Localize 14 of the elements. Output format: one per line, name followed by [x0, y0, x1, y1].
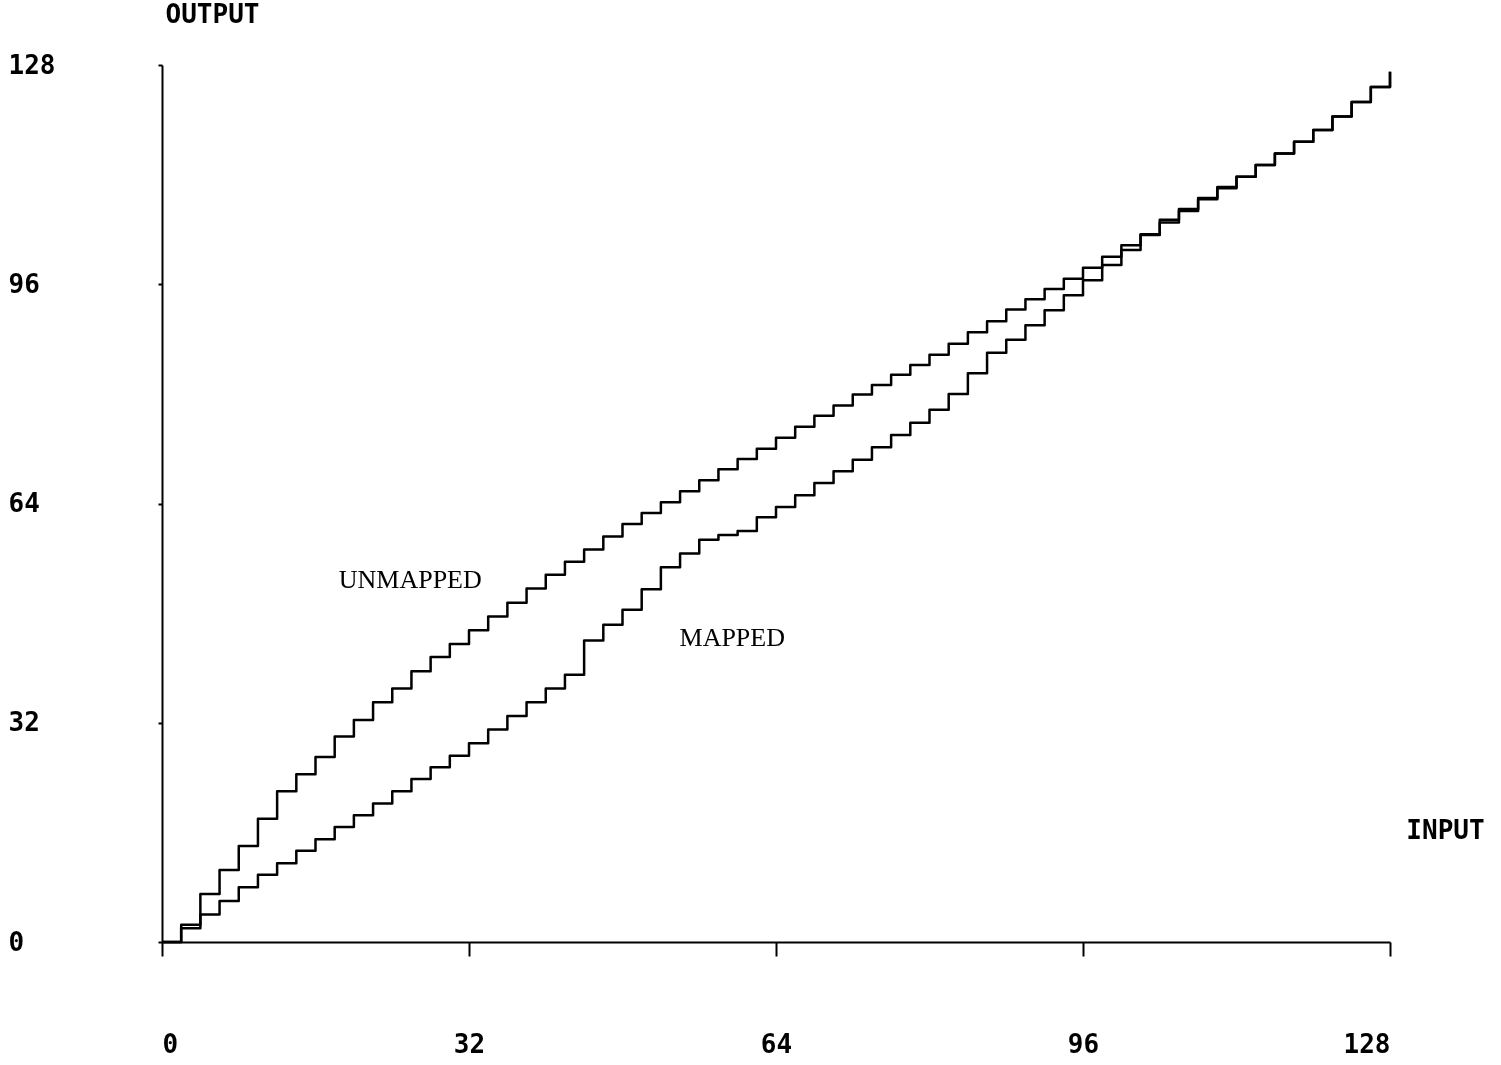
- y-tick-label: 128: [8, 49, 56, 80]
- x-axis-title: INPUT: [1406, 814, 1485, 845]
- x-tick-label: 128: [1343, 1028, 1391, 1059]
- y-tick-label: 64: [8, 488, 40, 518]
- x-tick-label: 32: [453, 1028, 486, 1059]
- x-tick-label: 0: [162, 1028, 179, 1059]
- series-label: UNMAPPED: [338, 565, 482, 595]
- y-tick-label: 0: [8, 926, 25, 957]
- series-label: MAPPED: [679, 622, 785, 652]
- x-tick-label: 96: [1067, 1028, 1100, 1059]
- y-axis-title: OUTPUT: [165, 0, 260, 29]
- y-tick-label: 32: [8, 707, 40, 738]
- y-tick-label: 96: [8, 268, 40, 299]
- x-tick-label: 64: [760, 1028, 793, 1059]
